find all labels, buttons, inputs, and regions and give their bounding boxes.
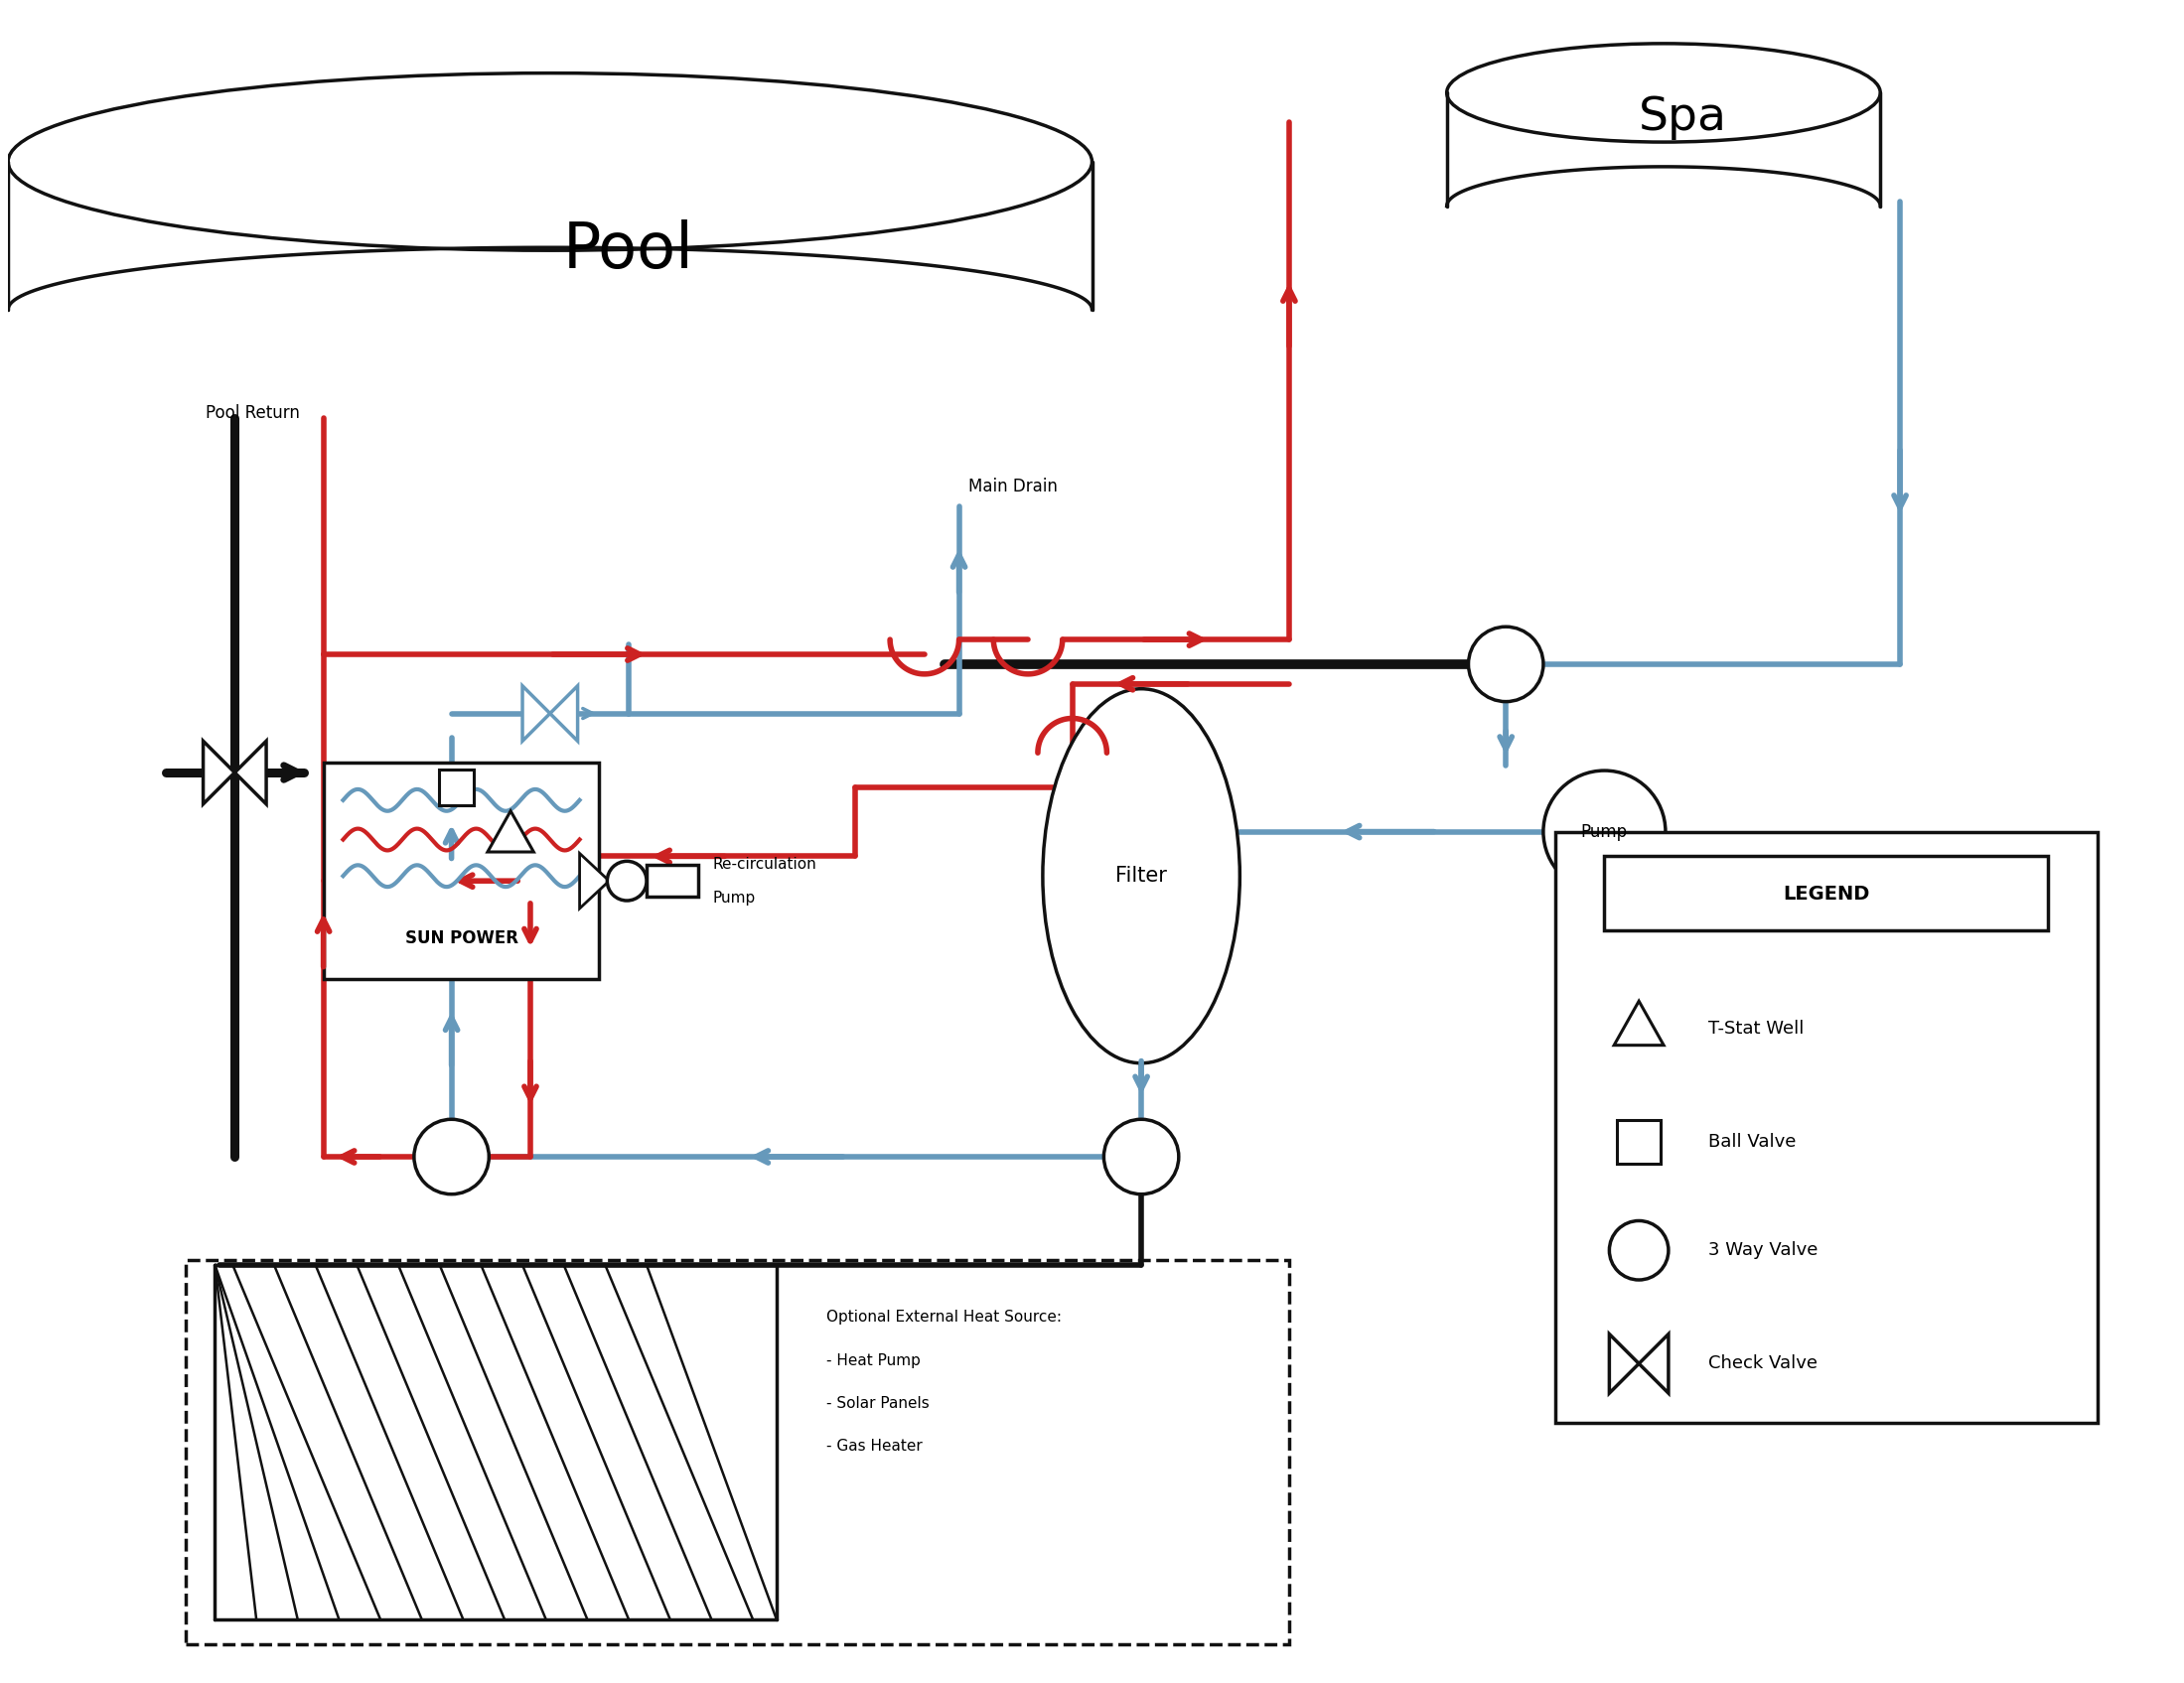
Ellipse shape [1042,688,1241,1064]
Bar [1616,1121,1660,1163]
Text: Spa: Spa [1638,94,1728,140]
Text: T-Stat Well: T-Stat Well [1708,1020,1804,1038]
Text: Check Valve: Check Valve [1708,1355,1817,1373]
Polygon shape [234,741,266,804]
Ellipse shape [9,72,1092,251]
Ellipse shape [1446,44,1880,141]
Text: - Gas Heater: - Gas Heater [826,1439,922,1454]
Circle shape [607,862,646,900]
Polygon shape [487,811,533,852]
Circle shape [415,1119,489,1195]
Text: SUN POWER: SUN POWER [404,929,518,948]
Polygon shape [550,687,577,741]
Polygon shape [1610,1335,1638,1394]
Bar [646,865,699,897]
Polygon shape [1638,1335,1669,1394]
Bar [439,769,474,804]
Polygon shape [522,687,550,741]
Text: LEGEND: LEGEND [1782,884,1870,904]
Text: Pump: Pump [712,890,756,905]
Polygon shape [1614,1001,1664,1045]
Circle shape [1468,626,1544,702]
Bar [1605,857,2049,931]
Text: Re-circulation: Re-circulation [712,857,817,872]
Text: - Solar Panels: - Solar Panels [826,1397,928,1410]
Bar [186,1261,1289,1644]
Text: Pump: Pump [1581,823,1627,840]
Text: Main Drain: Main Drain [970,478,1057,496]
Bar [1555,831,2097,1422]
Polygon shape [579,853,609,909]
Text: Ball Valve: Ball Valve [1708,1133,1795,1151]
Text: 3 Way Valve: 3 Way Valve [1708,1242,1817,1259]
Text: Pool Return: Pool Return [205,404,299,422]
Text: Filter: Filter [1116,867,1166,885]
Text: - Heat Pump: - Heat Pump [826,1353,919,1368]
Circle shape [1610,1220,1669,1279]
Text: Optional External Heat Source:: Optional External Heat Source: [826,1309,1061,1325]
Text: Pool: Pool [563,220,695,281]
Bar [323,762,598,980]
Circle shape [1544,771,1666,892]
Polygon shape [203,741,234,804]
Circle shape [1103,1119,1179,1195]
